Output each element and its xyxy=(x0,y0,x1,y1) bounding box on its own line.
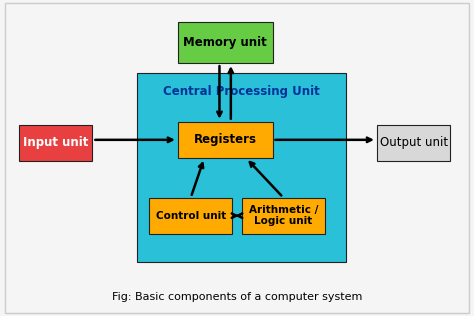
Text: Arithmetic /
Logic unit: Arithmetic / Logic unit xyxy=(248,205,318,227)
Text: Input unit: Input unit xyxy=(23,137,88,149)
FancyBboxPatch shape xyxy=(242,198,325,234)
Text: Memory unit: Memory unit xyxy=(183,36,267,49)
FancyBboxPatch shape xyxy=(178,22,273,63)
Text: Control unit: Control unit xyxy=(155,211,226,221)
FancyBboxPatch shape xyxy=(149,198,232,234)
Text: Registers: Registers xyxy=(194,133,256,146)
Text: Fig: Basic components of a computer system: Fig: Basic components of a computer syst… xyxy=(112,292,362,302)
Text: Central Processing Unit: Central Processing Unit xyxy=(164,85,320,98)
FancyBboxPatch shape xyxy=(19,125,92,161)
FancyBboxPatch shape xyxy=(137,73,346,262)
Text: Output unit: Output unit xyxy=(380,137,447,149)
FancyBboxPatch shape xyxy=(377,125,450,161)
FancyBboxPatch shape xyxy=(178,122,273,158)
